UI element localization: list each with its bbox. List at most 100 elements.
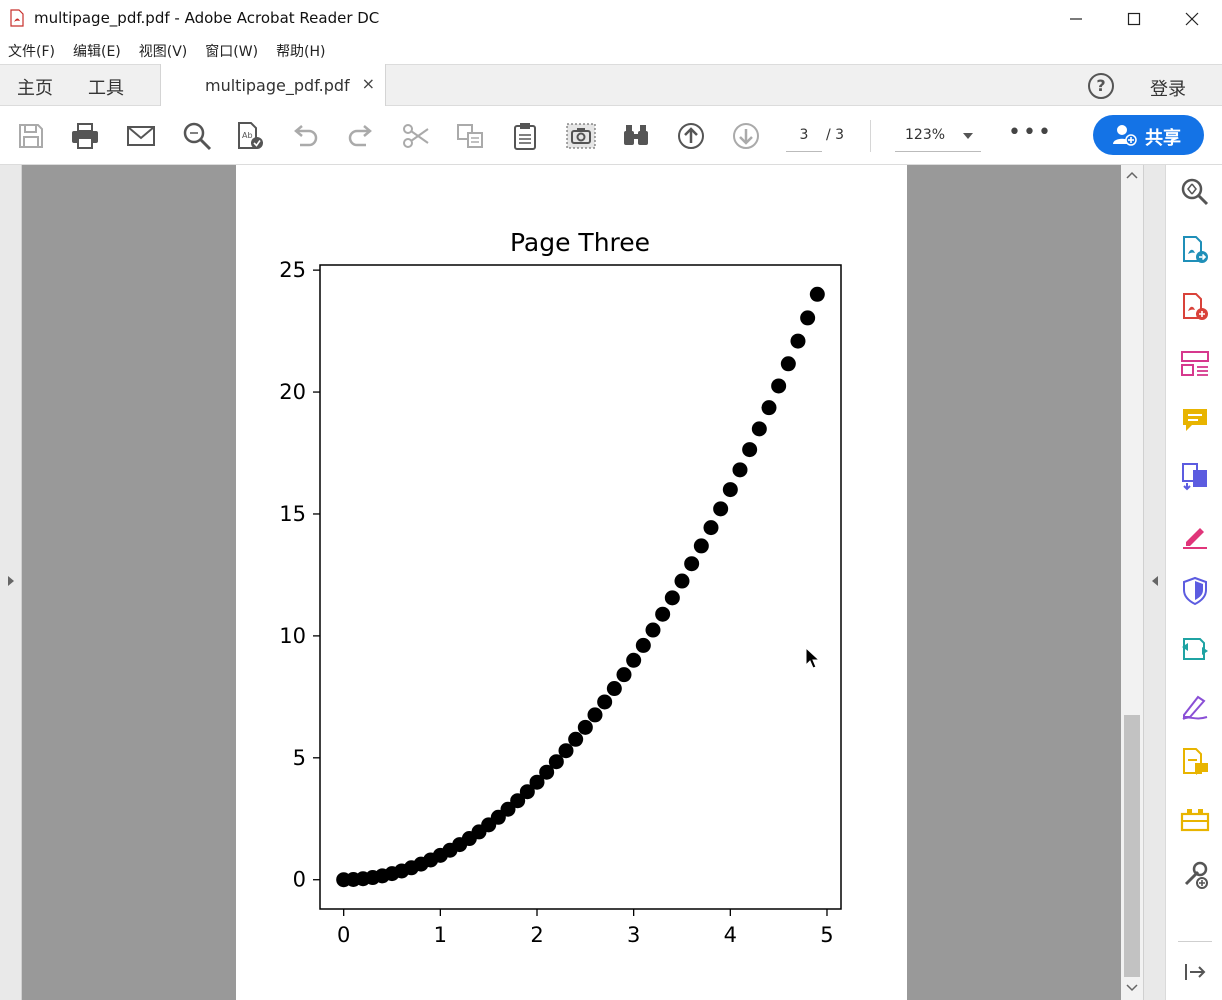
expand-left-icon [8,576,14,586]
scrollbar-thumb[interactable] [1124,715,1140,977]
close-icon [1185,12,1199,26]
menu-bar: 文件(F) 编辑(E) 视图(V) 窗口(W) 帮助(H) [0,38,1222,64]
stamp-icon[interactable] [1180,805,1210,835]
read-mode-icon[interactable] [621,121,651,151]
data-point [674,573,690,589]
copy-icon[interactable] [456,121,486,151]
data-point [529,774,545,790]
right-panel-toggle[interactable] [1143,165,1165,1000]
edit-pdf-icon[interactable] [1180,349,1210,379]
next-page-icon[interactable] [731,121,761,151]
data-point [761,400,777,416]
zoom-select[interactable]: 123% [895,118,981,152]
y-tick-label: 10 [279,624,306,648]
data-point [510,793,526,809]
y-tick-label: 0 [293,868,306,892]
fill-sign-icon[interactable] [1180,520,1210,550]
add-user-icon [1113,125,1137,146]
minimize-button[interactable] [1047,0,1105,38]
data-point [635,637,651,653]
vertical-scrollbar[interactable] [1121,165,1143,1000]
data-point [713,501,729,517]
scroll-down-icon[interactable] [1126,984,1138,992]
chart-title: Page Three [510,228,650,257]
login-button[interactable]: 登录 [1150,79,1186,100]
menu-help[interactable]: 帮助(H) [276,44,326,60]
data-point [616,667,632,683]
undo-icon[interactable] [290,121,320,151]
previous-page-icon[interactable] [676,121,706,151]
y-tick-label: 15 [279,502,306,526]
y-tick-label: 5 [293,746,306,770]
close-tab-button[interactable]: × [361,74,375,93]
protect-shield-icon[interactable] [1180,576,1210,606]
share-label: 共享 [1145,128,1181,149]
tab-tools[interactable]: 工具 [88,78,124,99]
comment-icon[interactable] [1180,406,1210,436]
organize-pages-icon[interactable] [1180,462,1210,492]
data-point [771,378,787,394]
data-point [558,743,574,759]
scroll-up-icon[interactable] [1126,171,1138,179]
x-tick-label: 0 [337,923,350,947]
data-point [548,754,564,770]
data-point [519,784,535,800]
search-icon[interactable] [182,121,212,151]
send-comments-icon[interactable] [1180,747,1210,777]
collapse-right-icon [1152,576,1158,586]
help-button[interactable]: ? [1088,73,1114,99]
tools-pane [1165,165,1222,1000]
data-point [645,622,661,638]
scatter-chart: Page Three 0 5 10 15 20 25 0 1 2 3 4 5 [279,228,842,947]
menu-edit[interactable]: 编辑(E) [72,44,121,60]
redo-icon[interactable] [346,121,376,151]
more-tools-wrench-icon[interactable] [1180,860,1210,890]
data-point [809,286,825,302]
chevron-down-icon [963,133,973,139]
sign-icon[interactable] [1180,691,1210,721]
x-axis: 0 1 2 3 4 5 [337,909,834,947]
x-tick-label: 2 [530,923,543,947]
menu-view[interactable]: 视图(V) [138,44,188,60]
spellcheck-icon[interactable]: Ab [236,121,266,151]
x-tick-label: 4 [724,923,737,947]
y-axis: 0 5 10 15 20 25 [279,258,320,892]
data-point [626,652,642,668]
close-window-button[interactable] [1163,0,1221,38]
tab-document[interactable]: multipage_pdf.pdf × [160,64,386,107]
window-title: multipage_pdf.pdf - Adobe Acrobat Reader… [34,9,380,27]
tab-home[interactable]: 主页 [17,78,53,99]
create-pdf-icon[interactable] [1180,292,1210,322]
page-number-input[interactable]: 3 [786,118,822,152]
collapse-tools-pane-icon[interactable] [1180,957,1210,987]
left-panel-toggle[interactable] [0,165,22,1000]
data-point [703,520,719,536]
data-point [587,707,603,723]
menu-window[interactable]: 窗口(W) [205,44,259,60]
pdf-file-icon [10,9,24,27]
data-point [606,681,622,697]
paste-icon[interactable] [510,121,540,151]
share-button[interactable]: 共享 [1093,115,1204,155]
document-tab-label: multipage_pdf.pdf [205,76,350,95]
print-icon[interactable] [70,121,100,151]
data-point [655,606,671,622]
x-tick-label: 5 [820,923,833,947]
more-tools-button[interactable]: ••• [1008,120,1053,145]
export-pdf-icon[interactable] [1180,235,1210,265]
maximize-button[interactable] [1105,0,1163,38]
menu-file[interactable]: 文件(F) [8,44,55,60]
y-tick-label: 25 [279,258,306,282]
svg-text:Ab: Ab [242,131,253,140]
zoom-search-icon[interactable] [1180,177,1210,207]
data-point [732,462,748,478]
compare-files-icon[interactable] [1180,633,1210,663]
email-icon[interactable] [126,121,156,151]
data-point [751,421,767,437]
x-tick-label: 1 [434,923,447,947]
cut-icon[interactable] [401,121,431,151]
zoom-value: 123% [905,127,946,143]
save-icon[interactable] [16,121,46,151]
data-point [780,356,796,372]
snapshot-icon[interactable] [566,121,596,151]
